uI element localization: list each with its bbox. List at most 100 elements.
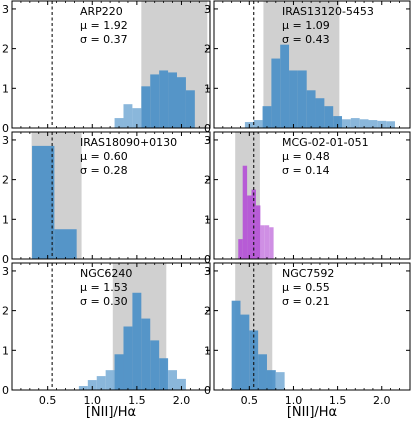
y-tick-label: 2 [2, 43, 9, 56]
y-tick-label: 1 [204, 213, 211, 226]
histogram-bar [141, 86, 151, 128]
histogram-bar [96, 376, 106, 390]
histogram-bar [141, 318, 151, 390]
histogram-bar [306, 90, 316, 128]
histogram-bar [333, 116, 343, 128]
histogram-bar [159, 70, 169, 128]
histogram-bar [177, 77, 186, 128]
histogram-bar [359, 119, 369, 128]
panel-frame [213, 262, 411, 391]
histogram-bar [242, 165, 248, 259]
y-tick-label: 2 [204, 305, 211, 318]
x-axis-label: [NII]/Hα [86, 405, 136, 420]
y-tick-label: 0 [2, 253, 9, 266]
histogram-bar [247, 195, 252, 259]
histogram-bar [269, 227, 274, 259]
y-tick-label: 0 [2, 122, 9, 135]
mu-label: μ = 1.53 [80, 281, 128, 294]
panel-frame [213, 131, 411, 260]
panel-title: MCG-02-01-051 [282, 136, 369, 149]
histogram-bar [324, 106, 334, 128]
x-axis-label: [NII]/Hα [287, 405, 337, 420]
x-tick-label: 1.0 [84, 394, 102, 407]
y-tick-label: 3 [204, 134, 211, 147]
x-tick-label: 0.5 [39, 394, 57, 407]
histogram-bar [87, 380, 97, 390]
histogram-bar [132, 108, 142, 128]
y-tick-label: 1 [2, 344, 9, 357]
panel-title: NGC7592 [282, 267, 334, 280]
histogram-bar [32, 145, 55, 259]
histogram-bar [262, 106, 272, 128]
sigma-label: σ = 0.43 [282, 33, 330, 46]
y-tick-label: 0 [204, 122, 211, 135]
sigma-label: σ = 0.37 [80, 33, 128, 46]
panel-frame [11, 0, 211, 129]
histogram-bar [231, 300, 241, 390]
histogram-bar [123, 104, 133, 128]
histogram-bar [255, 205, 261, 259]
panel-title: IRAS13120-5453 [282, 5, 374, 18]
histogram-bar [185, 90, 195, 128]
panel-title: ARP220 [80, 5, 123, 18]
histogram-bar [368, 120, 378, 128]
histogram-bar [114, 118, 124, 128]
y-tick-label: 2 [204, 174, 211, 187]
histogram-bar [123, 326, 133, 390]
sigma-label: σ = 0.28 [80, 164, 128, 177]
histogram-bar [132, 292, 142, 390]
histogram-bar [54, 229, 77, 259]
y-tick-label: 0 [204, 384, 211, 397]
histogram-bar [168, 72, 177, 128]
y-tick-label: 3 [2, 134, 9, 147]
mu-label: μ = 1.09 [282, 19, 330, 32]
x-tick-label: 1.0 [285, 394, 303, 407]
histogram-bar [238, 239, 243, 259]
mu-label: μ = 0.55 [282, 281, 330, 294]
histogram-bar [105, 370, 115, 390]
panel-title: IRAS18090+0130 [80, 136, 177, 149]
histogram-bar [168, 370, 177, 390]
y-tick-label: 3 [204, 3, 211, 16]
y-tick-label: 1 [204, 82, 211, 95]
y-tick-label: 3 [204, 265, 211, 278]
x-tick-label: 1.5 [329, 394, 347, 407]
histogram-bar [114, 354, 124, 390]
mu-label: μ = 0.48 [282, 150, 330, 163]
y-tick-label: 0 [2, 384, 9, 397]
y-tick-label: 3 [2, 265, 9, 278]
y-tick-label: 1 [2, 213, 9, 226]
x-tick-label: 2.0 [373, 394, 391, 407]
histogram-bar [386, 121, 395, 128]
histogram-bar [289, 70, 298, 128]
panel-frame [11, 262, 211, 391]
histogram-bar [264, 225, 270, 259]
x-tick-label: 1.5 [128, 394, 146, 407]
y-tick-label: 1 [204, 344, 211, 357]
y-tick-label: 2 [2, 305, 9, 318]
y-tick-label: 3 [2, 3, 9, 16]
histogram-bar [297, 70, 307, 128]
y-tick-label: 1 [2, 82, 9, 95]
histogram-bar [251, 189, 256, 259]
mu-label: μ = 0.60 [80, 150, 128, 163]
sigma-label: σ = 0.30 [80, 295, 128, 308]
histogram-bar [249, 330, 259, 390]
histogram-bar [275, 372, 285, 390]
histogram-bar [150, 74, 160, 128]
histogram-bar [150, 340, 160, 390]
y-tick-label: 0 [204, 253, 211, 266]
histogram-bar [159, 358, 169, 390]
mu-label: μ = 1.92 [80, 19, 128, 32]
x-tick-label: 2.0 [173, 394, 191, 407]
panel-frame [11, 131, 211, 260]
x-tick-label: 0.5 [241, 394, 259, 407]
histogram-bar [342, 119, 351, 128]
histogram-bar [280, 44, 290, 128]
